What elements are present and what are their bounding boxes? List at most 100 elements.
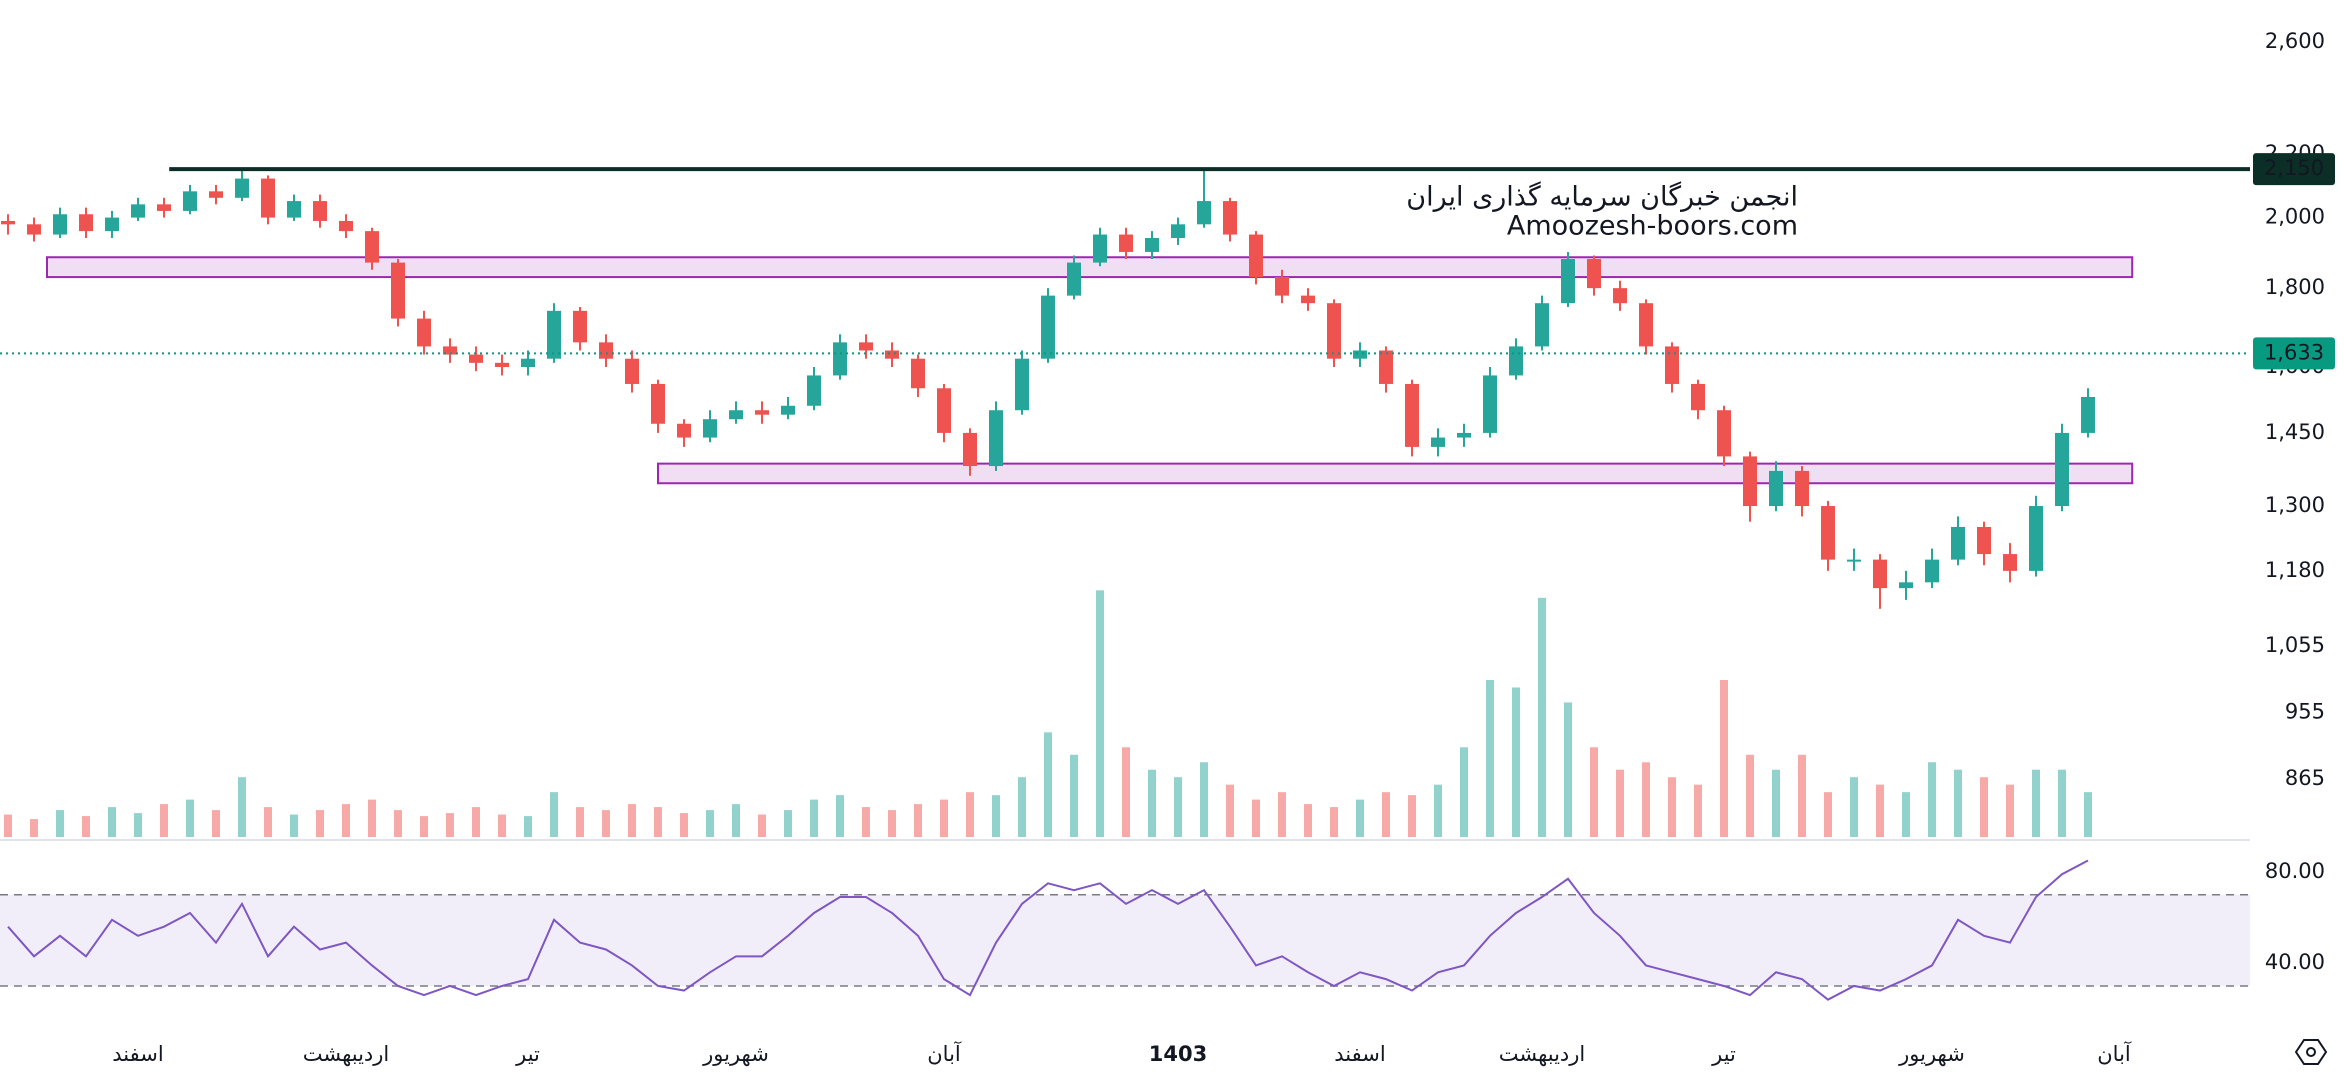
zone: [657, 462, 2134, 485]
candle-body: [1431, 437, 1445, 447]
candle-body: [391, 262, 405, 319]
volume-bar: [212, 810, 220, 837]
candle-body: [495, 362, 509, 368]
volume-bar: [550, 792, 558, 837]
volume-bar: [290, 814, 298, 837]
candle-body: [833, 342, 847, 376]
candle-body: [183, 191, 197, 211]
volume-bar: [784, 810, 792, 837]
y-tick-label: 2,600: [2265, 29, 2325, 53]
y-tick-label: 2,000: [2265, 205, 2325, 229]
candle-body: [937, 388, 951, 433]
volume-bar: [992, 795, 1000, 837]
candle-body: [1535, 303, 1549, 347]
candle-body: [2081, 396, 2095, 433]
candle-body: [885, 350, 899, 359]
volume-bar: [654, 807, 662, 837]
volume-bar: [1668, 777, 1676, 837]
settings-hexagon[interactable]: [2294, 1039, 2328, 1065]
watermark: Amoozesh-boors.com: [1507, 211, 1798, 242]
settings-dot[interactable]: [2306, 1047, 2316, 1057]
volume-bar: [680, 813, 688, 837]
candle-body: [989, 410, 1003, 467]
candle-body: [1, 220, 15, 225]
candle-body: [703, 419, 717, 438]
candle-body: [1379, 350, 1393, 384]
candle-body: [1873, 559, 1887, 589]
candle-body: [105, 217, 119, 232]
volume-bar: [1798, 754, 1806, 837]
volume-bar: [1538, 597, 1546, 837]
candle-body: [79, 214, 93, 232]
candle-body: [547, 310, 561, 359]
volume-bar: [1148, 769, 1156, 837]
settings-icon[interactable]: [2294, 1039, 2328, 1065]
candle-body: [1041, 295, 1055, 359]
rsi-tick-label: 80.00: [2265, 859, 2325, 883]
candle-body: [443, 346, 457, 355]
candle-body: [1483, 375, 1497, 433]
volume-bar: [56, 810, 64, 837]
volume-bar: [316, 810, 324, 837]
x-tick-label: شهریور: [702, 1042, 769, 1066]
volume-bar: [966, 792, 974, 837]
rsi-band-fill: [0, 894, 2250, 986]
volume-bar: [1512, 687, 1520, 837]
volume-bar: [1590, 747, 1598, 837]
candle-body: [235, 178, 249, 198]
candle-body: [1665, 346, 1679, 384]
candle-body: [1145, 237, 1159, 252]
candle-body: [1249, 234, 1263, 278]
candle-body: [1223, 201, 1237, 235]
candle-body: [209, 191, 223, 198]
candle-body: [313, 201, 327, 221]
volume-bar: [888, 810, 896, 837]
volume-bar: [628, 804, 636, 837]
volume-bar: [134, 813, 142, 837]
volume-bar: [1902, 792, 1910, 837]
y-tick-label: 1,180: [2265, 558, 2325, 582]
candle-body: [365, 231, 379, 263]
x-tick-label: اسفند: [112, 1042, 163, 1066]
candle-body: [1275, 277, 1289, 296]
candle-body: [521, 358, 535, 368]
price-badge: [2253, 337, 2335, 370]
volume-bar: [1486, 680, 1494, 837]
candle-body: [1509, 346, 1523, 376]
volume-bar: [1070, 754, 1078, 837]
y-tick-label: 1,800: [2265, 275, 2325, 299]
candle-body: [599, 342, 613, 359]
volume-bar: [1850, 777, 1858, 837]
volume-bar: [1252, 799, 1260, 837]
volume-bar: [498, 814, 506, 837]
candle-body: [1119, 234, 1133, 252]
candle-body: [1821, 506, 1835, 560]
candle-body: [755, 410, 769, 415]
volume-bar: [810, 799, 818, 837]
candle-body: [417, 318, 431, 347]
candle-body: [573, 310, 587, 343]
volume-bar: [914, 804, 922, 837]
volume-bar: [1356, 799, 1364, 837]
volume-bar: [238, 777, 246, 837]
candle-body: [677, 423, 691, 438]
rsi-tick-label: 40.00: [2265, 950, 2325, 974]
x-tick-label: اردیبهشت: [303, 1042, 390, 1066]
volume-bar: [186, 799, 194, 837]
candle-body: [1743, 456, 1757, 507]
volume-bar: [1824, 792, 1832, 837]
candle-body: [53, 214, 67, 235]
volume-bar: [602, 810, 610, 837]
volume-bar: [940, 799, 948, 837]
candle-body: [2055, 432, 2069, 507]
volume-bar: [1694, 784, 1702, 837]
candle-body: [1847, 559, 1861, 562]
volume-bar: [1096, 590, 1104, 837]
candle-body: [1587, 259, 1601, 289]
volume-bar: [30, 819, 38, 837]
volume-bar: [862, 807, 870, 837]
volume-bar: [264, 807, 272, 837]
volume-bar: [342, 804, 350, 837]
